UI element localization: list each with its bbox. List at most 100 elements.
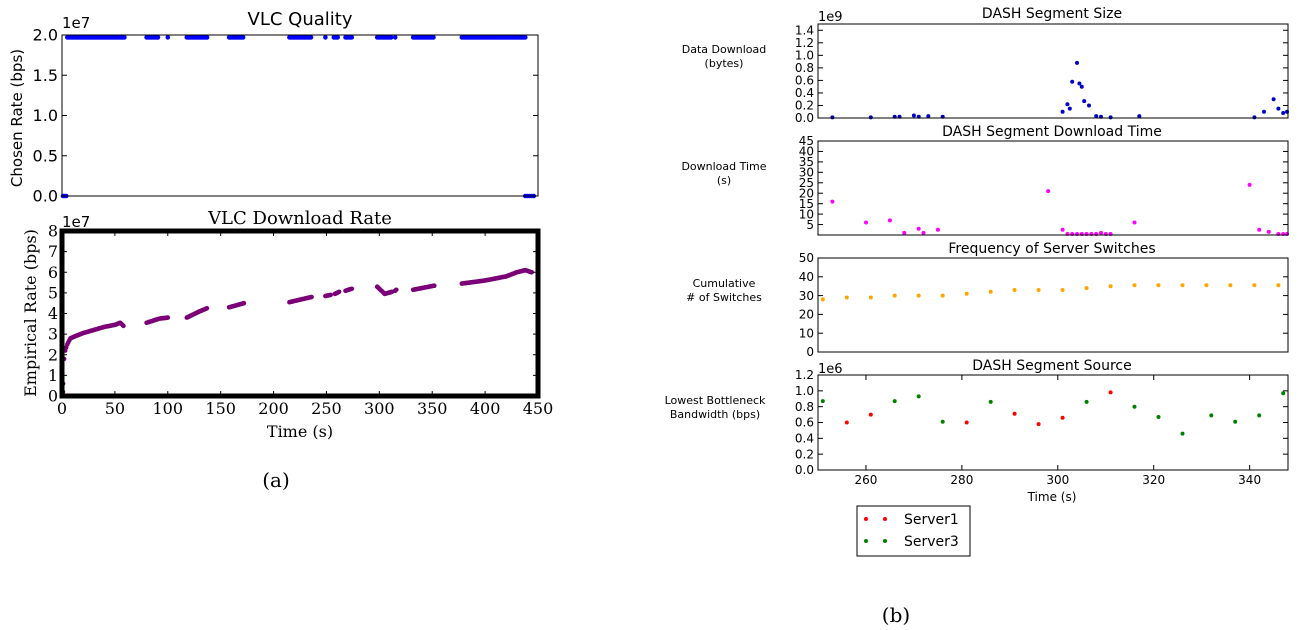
data-point [1082, 99, 1087, 104]
data-point [1257, 413, 1262, 418]
data-point [1132, 404, 1137, 409]
y-ticks: 0.0 0.5 1.0 1.5 2.0 [33, 26, 538, 206]
data-point [988, 289, 993, 294]
data-point [926, 114, 931, 119]
y-tick-label: 4 [48, 304, 58, 323]
y-multiplier: 1e6 [818, 362, 843, 377]
y-multiplier: 1e7 [62, 14, 90, 32]
data-point [323, 35, 328, 40]
legend-label-server3: Server3 [904, 534, 959, 550]
y-axis-label-line1: Cumulative [693, 277, 756, 290]
y-tick-label: 1 [48, 366, 58, 385]
y-tick-label: 20 [799, 186, 814, 200]
y-tick-label: 0.8 [795, 61, 814, 75]
data-point [1060, 288, 1065, 292]
x-axis-label: Time (s) [267, 422, 333, 441]
y-tick-label: 0.0 [795, 463, 814, 477]
data-point [964, 291, 969, 296]
data-point [1036, 422, 1041, 427]
x-tick-label: 300 [1046, 473, 1069, 487]
data-point [1156, 283, 1161, 288]
segment-size-points [830, 60, 1289, 120]
data-point [830, 199, 835, 204]
x-ticks: 0 50 100 150 200 250 300 350 400 450 [57, 231, 553, 418]
data-point [1132, 283, 1137, 288]
x-tick-label: 260 [855, 473, 878, 487]
y-tick-label: 50 [799, 251, 814, 265]
data-point [523, 35, 528, 40]
data-point [844, 420, 849, 425]
data-point [1276, 283, 1281, 288]
y-axis-label-line2: (s) [717, 174, 731, 187]
data-point [432, 283, 437, 289]
data-point [1060, 109, 1065, 114]
y-tick-label: 0.4 [795, 432, 814, 446]
x-tick-label: 150 [205, 399, 236, 418]
y-axis-label-line1: Data Download [682, 43, 766, 56]
data-point [1075, 60, 1079, 65]
y-axis-label-line1: Lowest Bottleneck [665, 394, 766, 407]
x-tick-label: 50 [105, 399, 125, 418]
data-point [1108, 284, 1113, 289]
chart-title: DASH Segment Source [972, 358, 1132, 374]
y-tick-label: 5 [806, 218, 814, 232]
y-tick-label: 40 [799, 145, 814, 159]
data-point [309, 294, 314, 300]
y-tick-label: 2 [48, 345, 58, 364]
x-tick-label: 450 [523, 399, 554, 418]
vlc-quality-chart: VLC Quality 1e7 Chosen Rate (bps) 0.0 0.5… [8, 9, 539, 206]
data-point [820, 297, 825, 302]
rate-points [60, 267, 534, 395]
y-tick-label: 35 [799, 155, 814, 169]
data-point [394, 287, 399, 293]
data-point [1276, 106, 1281, 111]
data-point [1084, 399, 1089, 404]
y-axis-label-line1: Download Time [681, 160, 766, 173]
y-multiplier: 1e7 [62, 213, 90, 231]
chart-title: Frequency of Server Switches [948, 241, 1155, 257]
data-point [335, 35, 341, 40]
download-time-points [830, 182, 1289, 236]
data-point [830, 115, 835, 120]
data-point [1281, 111, 1286, 115]
y-tick-label: 0.6 [795, 416, 814, 430]
y-ticks: 0.0 0.20.4 0.6 0.8 1.0 1.2 [795, 368, 1288, 477]
data-point [1233, 419, 1238, 424]
x-ticks: 260 280 300 320 340 [855, 375, 1261, 487]
data-point [1180, 283, 1185, 288]
data-point [1108, 390, 1113, 395]
data-point [122, 35, 127, 40]
data-point [892, 399, 897, 404]
data-point [1067, 106, 1072, 111]
data-point [916, 394, 921, 399]
y-axis-label-line2: # of Switches [686, 291, 762, 304]
dash-segment-size-chart: DASH Segment Size 1e9 Data Download (byt… [682, 6, 1289, 125]
data-point [392, 35, 398, 40]
data-point [349, 35, 355, 40]
legend-marker-server3 [883, 539, 887, 543]
y-tick-label: 0.2 [795, 447, 814, 461]
x-tick-label: 0 [57, 399, 67, 418]
plot-frame [817, 23, 1289, 119]
y-tick-label: 0.4 [795, 86, 814, 100]
data-point [1209, 413, 1214, 418]
data-point [204, 306, 210, 311]
data-point [1087, 103, 1091, 108]
data-point [988, 399, 993, 404]
y-tick-label: 10 [799, 326, 814, 340]
data-point [1156, 415, 1161, 419]
data-point [1094, 114, 1099, 119]
y-ticks: 0 10 20 30 40 50 [799, 251, 1288, 359]
server-switch-frequency-chart: Frequency of Server Switches Cumulative … [686, 241, 1289, 359]
y-tick-label: 45 [799, 134, 814, 148]
segment-source-points [820, 390, 1286, 436]
y-tick-label: 0.0 [33, 187, 58, 206]
x-tick-label: 300 [364, 399, 395, 418]
data-point [868, 295, 873, 300]
y-ticks: 0 1 23 4 56 78 [48, 222, 538, 406]
plot-frame [817, 140, 1289, 236]
data-point [820, 399, 825, 404]
data-point [1070, 79, 1075, 84]
data-point [1262, 109, 1266, 114]
plot-frame [817, 374, 1289, 471]
